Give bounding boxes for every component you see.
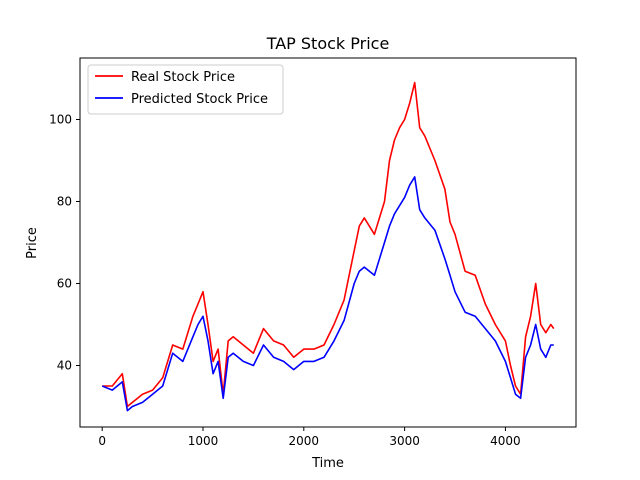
x-tick-label: 0 bbox=[98, 434, 106, 448]
y-tick-label: 60 bbox=[57, 277, 72, 291]
x-tick-label: 4000 bbox=[490, 434, 521, 448]
y-axis: 40 60 80 100 bbox=[49, 113, 80, 373]
legend-label-real: Real Stock Price bbox=[131, 70, 235, 85]
x-axis: 0 1000 2000 3000 4000 bbox=[98, 427, 521, 448]
x-axis-label: Time bbox=[311, 456, 344, 471]
x-tick-label: 1000 bbox=[188, 434, 219, 448]
legend-label-predicted: Predicted Stock Price bbox=[131, 92, 268, 107]
real-price-line bbox=[102, 81, 555, 408]
x-tick-label: 3000 bbox=[389, 434, 420, 448]
y-tick-label: 100 bbox=[49, 113, 72, 127]
series-layer bbox=[101, 81, 555, 412]
y-axis-label: Price bbox=[25, 227, 40, 259]
chart-title: TAP Stock Price bbox=[266, 34, 390, 53]
legend-box bbox=[87, 64, 284, 115]
y-tick-label: 40 bbox=[57, 359, 72, 373]
y-tick-label: 80 bbox=[57, 195, 72, 209]
legend: Real Stock Price Predicted Stock Price bbox=[87, 64, 284, 115]
plot-frame bbox=[79, 57, 577, 428]
x-tick-label: 2000 bbox=[289, 434, 320, 448]
predicted-price-line bbox=[101, 176, 554, 412]
